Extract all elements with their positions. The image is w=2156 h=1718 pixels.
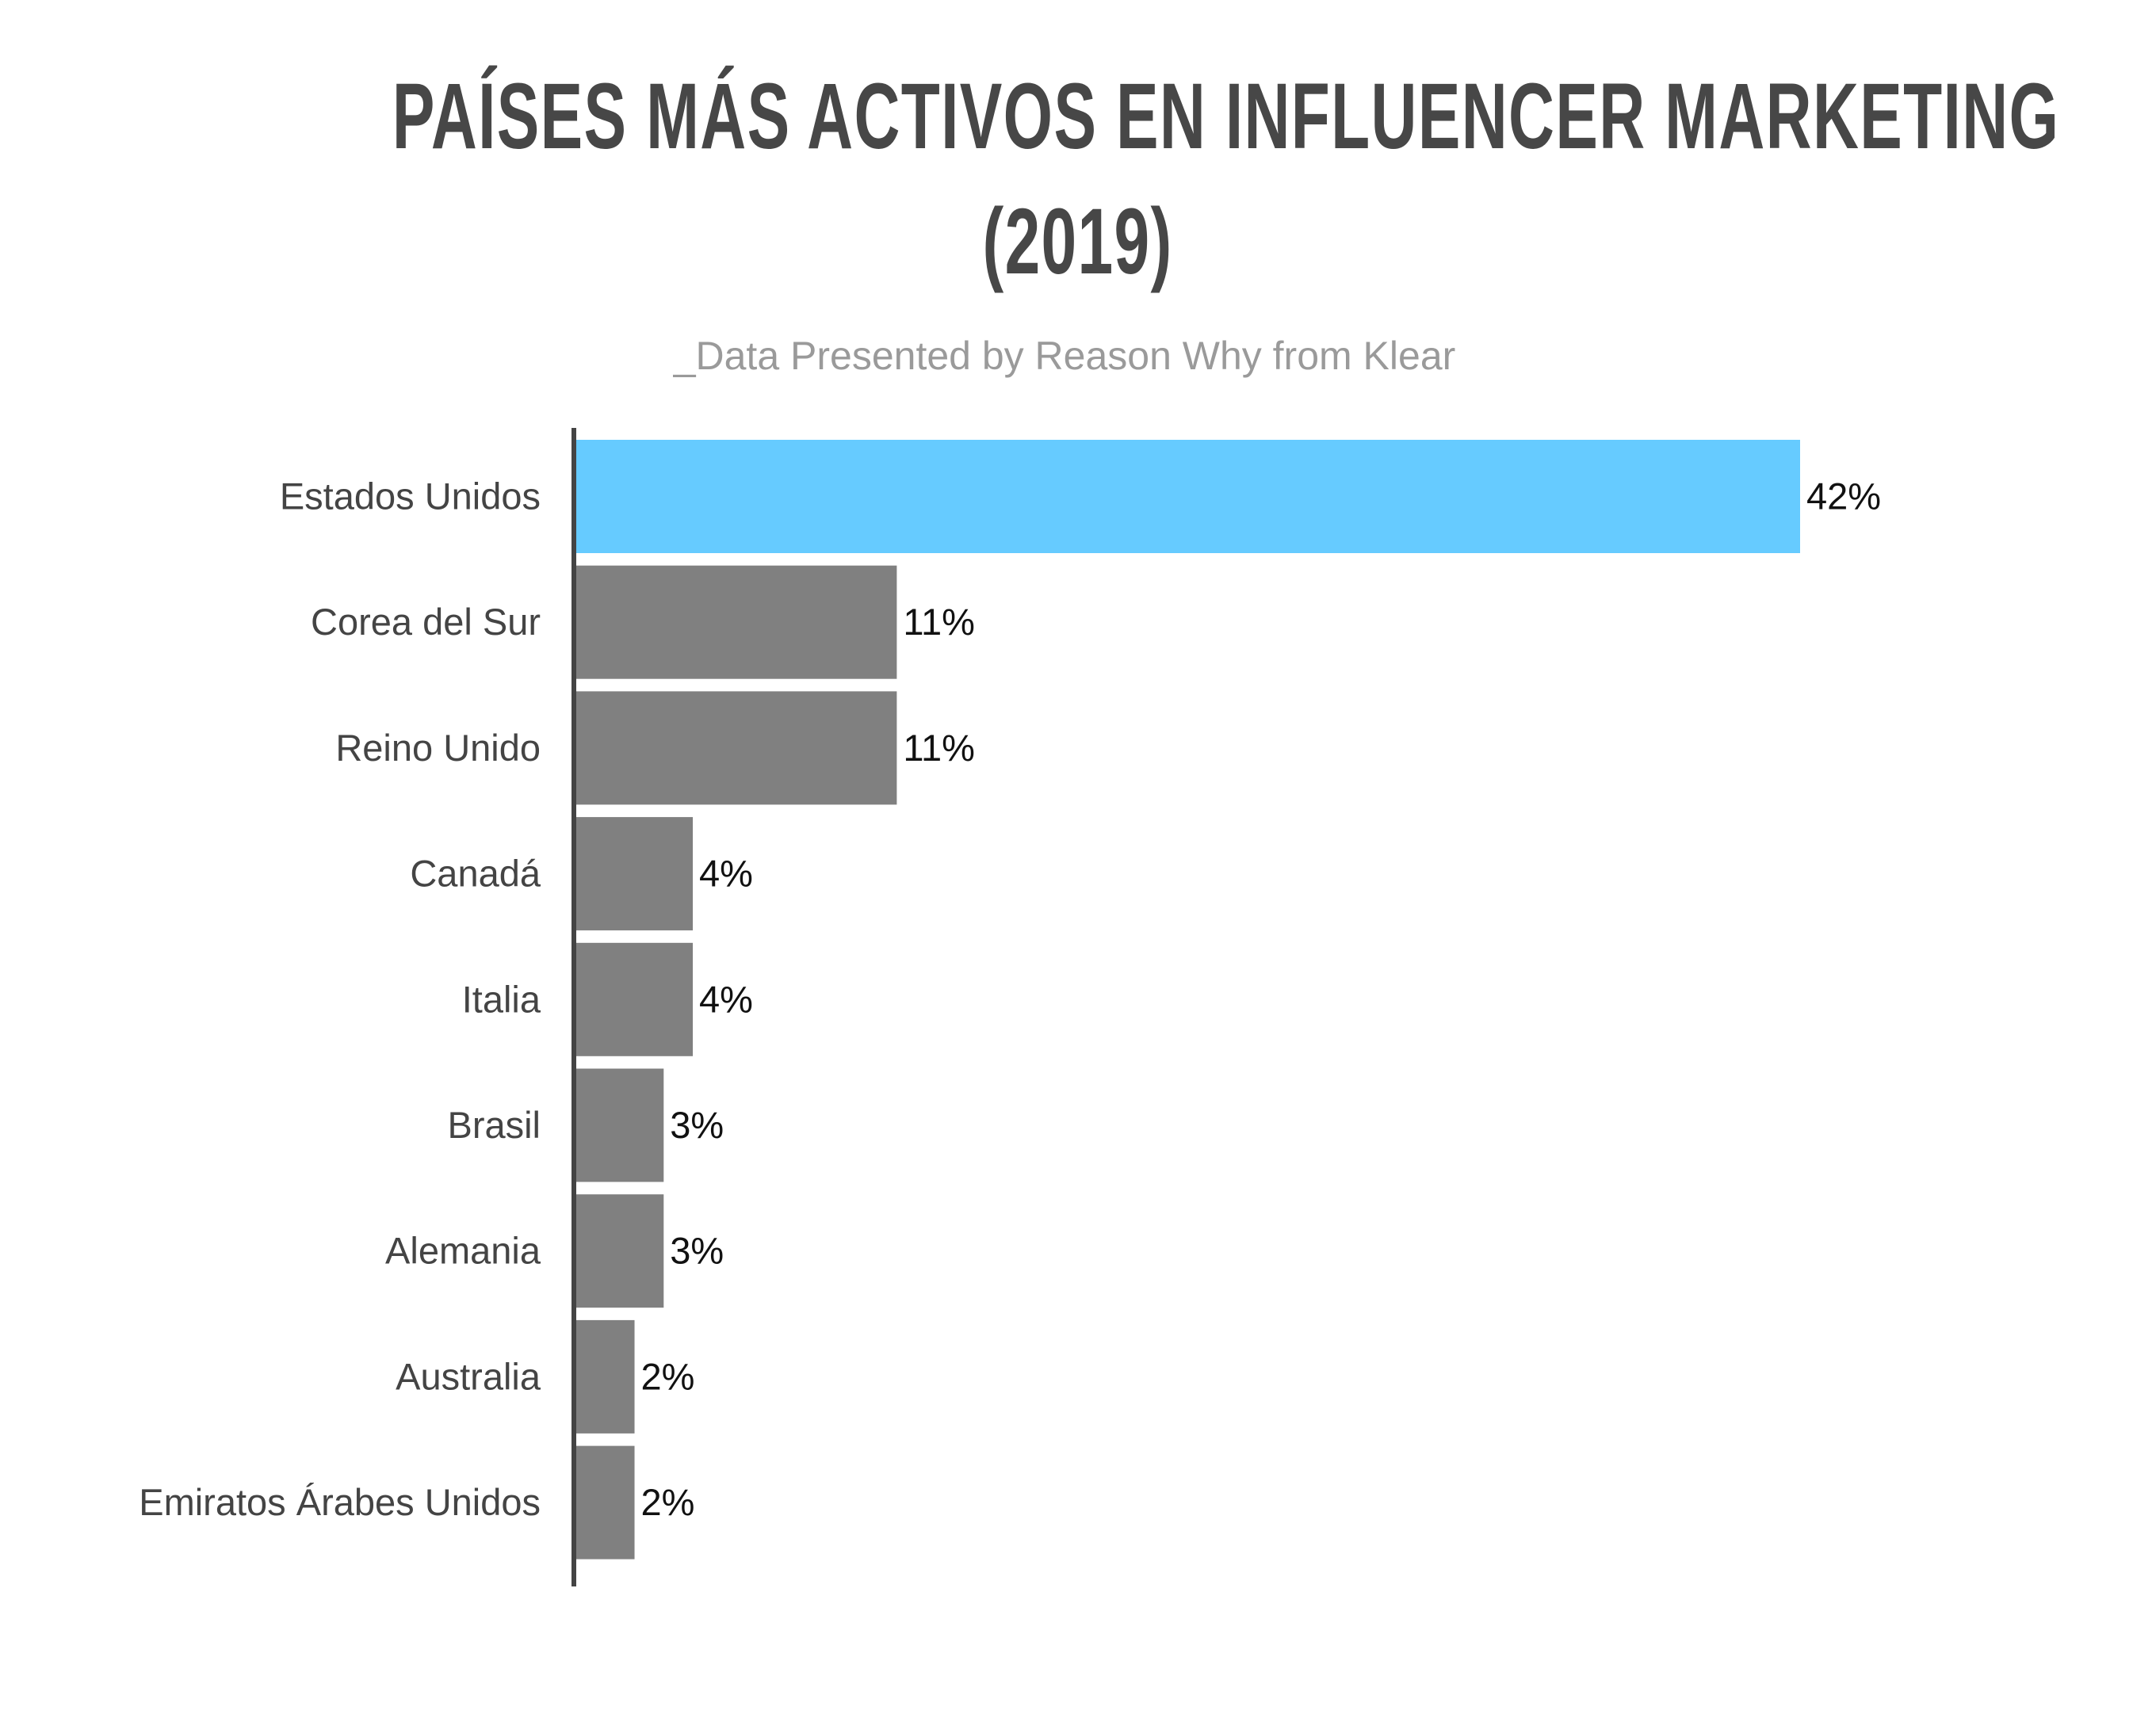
value-label: 2%	[641, 1481, 695, 1523]
category-label: Brasil	[447, 1104, 541, 1146]
category-label: Australia	[396, 1355, 541, 1397]
chart-title-line2: (2019)	[982, 189, 1174, 294]
value-label: 3%	[670, 1104, 724, 1146]
chart-subtitle: _Data Presented by Reason Why from Klear	[673, 334, 1456, 378]
category-label: Alemania	[385, 1230, 541, 1272]
value-label: 2%	[641, 1355, 695, 1397]
category-label: Corea del Sur	[311, 601, 541, 643]
bar	[576, 1068, 664, 1182]
value-label: 4%	[699, 853, 753, 895]
bar	[576, 1319, 635, 1434]
value-label: 11%	[903, 727, 975, 769]
chart-title: PAÍSES MÁS ACTIVOS EN INFLUENCER MARKETI…	[0, 70, 2156, 165]
bar	[576, 817, 694, 931]
value-label: 42%	[1806, 475, 1881, 517]
bar	[576, 942, 694, 1056]
value-label: 4%	[699, 978, 753, 1020]
category-label: Canadá	[410, 853, 541, 895]
bar	[576, 1194, 664, 1308]
bar	[576, 691, 897, 805]
bar	[576, 565, 897, 679]
chart-title-line1: PAÍSES MÁS ACTIVOS EN INFLUENCER MARKETI…	[392, 64, 2060, 169]
category-label: Italia	[462, 978, 541, 1020]
category-label: Reino Unido	[335, 727, 541, 769]
value-label: 11%	[903, 601, 975, 643]
bar	[576, 1445, 635, 1560]
category-label: Estados Unidos	[280, 475, 541, 517]
category-label: Emiratos Árabes Unidos	[139, 1481, 541, 1523]
chart-title-year: (2019)	[0, 195, 2156, 290]
value-label: 3%	[670, 1230, 724, 1272]
bar	[576, 440, 1800, 553]
